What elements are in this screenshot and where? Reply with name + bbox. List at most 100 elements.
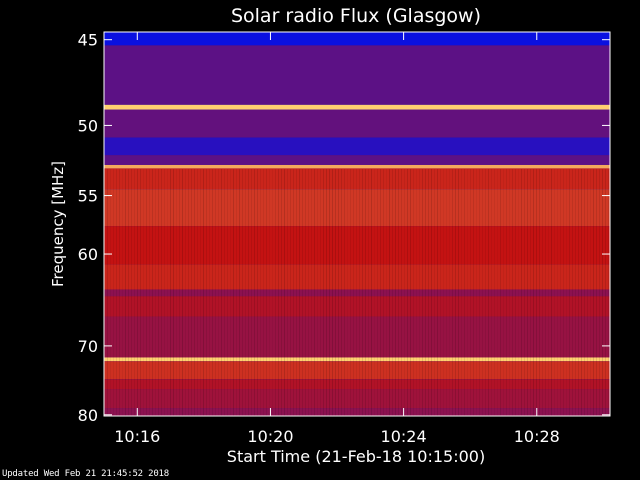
noise-column	[107, 169, 108, 416]
noise-column	[428, 169, 429, 416]
noise-column	[482, 169, 483, 416]
noise-column	[557, 169, 558, 416]
x-tick-label: 10:28	[514, 427, 560, 446]
noise-column	[521, 169, 522, 416]
noise-column	[371, 169, 372, 416]
noise-column	[251, 169, 252, 416]
noise-column	[212, 169, 213, 416]
noise-column	[383, 169, 384, 416]
y-tick-label: 50	[78, 116, 98, 135]
x-tick-label: 10:24	[381, 427, 427, 446]
x-axis: 10:16 10:20 10:24 10:28	[114, 32, 560, 446]
x-tick-label: 10:16	[114, 427, 160, 446]
noise-column	[272, 169, 273, 416]
noise-column	[578, 169, 579, 416]
noise-column	[257, 169, 258, 416]
noise-column	[497, 169, 498, 416]
noise-column	[596, 169, 597, 416]
noise-column	[209, 169, 210, 416]
noise-column	[467, 169, 468, 416]
noise-column	[335, 169, 336, 416]
noise-column	[377, 169, 378, 416]
noise-column	[137, 169, 138, 416]
frequency-band	[104, 264, 610, 290]
frequency-band	[104, 189, 610, 227]
noise-column	[149, 169, 150, 416]
noise-column	[458, 169, 459, 416]
noise-column	[338, 169, 339, 416]
noise-column	[362, 169, 363, 416]
noise-column	[368, 169, 369, 416]
noise-column	[452, 169, 453, 416]
noise-column	[608, 169, 609, 416]
noise-column	[353, 169, 354, 416]
noise-column	[506, 169, 507, 416]
noise-column	[527, 169, 528, 416]
noise-column	[173, 169, 174, 416]
noise-column	[161, 169, 162, 416]
noise-column	[233, 169, 234, 416]
noise-column	[533, 169, 534, 416]
noise-column	[548, 169, 549, 416]
noise-column	[227, 169, 228, 416]
noise-column	[131, 169, 132, 416]
noise-column	[239, 169, 240, 416]
noise-column	[308, 169, 309, 416]
noise-column	[569, 169, 570, 416]
noise-column	[494, 169, 495, 416]
noise-column	[341, 169, 342, 416]
noise-column	[539, 169, 540, 416]
frequency-band	[104, 109, 610, 138]
noise-column	[275, 169, 276, 416]
noise-column	[473, 169, 474, 416]
noise-column	[296, 169, 297, 416]
frequency-band	[104, 168, 610, 190]
frequency-band	[104, 104, 610, 110]
noise-column	[419, 169, 420, 416]
frequency-band	[104, 226, 610, 265]
plot-frame	[103, 31, 611, 417]
noise-column	[185, 169, 186, 416]
noise-column	[542, 169, 543, 416]
noise-column	[110, 169, 111, 416]
noise-column	[476, 169, 477, 416]
noise-column	[254, 169, 255, 416]
frequency-band	[104, 164, 610, 169]
noise-column	[125, 169, 126, 416]
noise-column	[572, 169, 573, 416]
noise-column	[230, 169, 231, 416]
noise-column	[320, 169, 321, 416]
y-tick-label: 60	[78, 245, 98, 264]
noise-column	[404, 169, 405, 416]
noise-column	[491, 169, 492, 416]
noise-column	[395, 169, 396, 416]
noise-column	[470, 169, 471, 416]
noise-column	[449, 169, 450, 416]
noise-column	[593, 169, 594, 416]
noise-column	[302, 169, 303, 416]
noise-column	[407, 169, 408, 416]
frequency-band	[104, 32, 610, 46]
noise-column	[605, 169, 606, 416]
noise-column	[245, 169, 246, 416]
noise-column	[359, 169, 360, 416]
noise-column	[167, 169, 168, 416]
heatmap-area	[104, 32, 610, 416]
noise-column	[122, 169, 123, 416]
noise-column	[143, 169, 144, 416]
frequency-band	[104, 155, 610, 165]
noise-column	[551, 169, 552, 416]
noise-column	[311, 169, 312, 416]
noise-column	[242, 169, 243, 416]
noise-column	[389, 169, 390, 416]
noise-column	[221, 169, 222, 416]
noise-column	[158, 169, 159, 416]
noise-column	[485, 169, 486, 416]
noise-column	[488, 169, 489, 416]
noise-column	[413, 169, 414, 416]
noise-column	[290, 169, 291, 416]
frequency-band	[104, 357, 610, 362]
noise-column	[287, 169, 288, 416]
noise-column	[575, 169, 576, 416]
